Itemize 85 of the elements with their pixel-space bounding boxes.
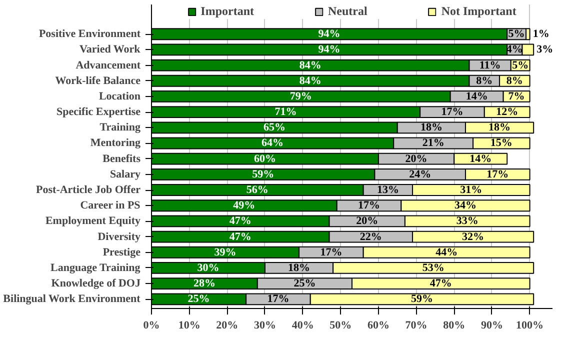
data-label: 8% — [506, 74, 523, 87]
data-label: 5% — [508, 28, 525, 40]
data-label: 18% — [488, 122, 511, 134]
y-tick-label: Mentoring — [90, 137, 141, 150]
data-label: 47% — [229, 215, 252, 228]
y-tick-label: Salary — [110, 168, 141, 180]
y-tick-label: Location — [98, 90, 141, 102]
y-tick-label: Knowledge of DOJ — [51, 278, 141, 290]
data-label: 25% — [188, 293, 210, 306]
data-label: 20% — [405, 152, 428, 165]
data-label: 14% — [466, 90, 488, 102]
data-label: 18% — [288, 262, 310, 274]
data-label: 17% — [441, 106, 464, 118]
y-tick-label: Language Training — [50, 262, 141, 274]
data-label: 15% — [490, 137, 512, 150]
y-tick-label: Positive Environment — [38, 28, 141, 40]
y-tick-label: Training — [100, 122, 141, 134]
y-tick-label: Prestige — [102, 246, 141, 258]
x-tick-label: 50% — [330, 320, 352, 332]
x-tick-label: 70% — [405, 320, 428, 332]
data-label: 3% — [536, 44, 554, 56]
y-tick-label: Career in PS — [80, 200, 140, 212]
data-label: 25% — [294, 278, 316, 290]
data-label: 44% — [436, 246, 458, 258]
data-label: 14% — [470, 152, 492, 165]
data-label: 30% — [197, 262, 220, 274]
data-label: 94% — [318, 28, 340, 40]
y-tick-label: Diversity — [98, 230, 141, 243]
x-tick-label: 60% — [367, 320, 390, 332]
data-label: 13% — [376, 184, 399, 196]
data-label: 18% — [420, 122, 442, 134]
data-label: 22% — [360, 230, 382, 243]
data-label: 21% — [422, 137, 444, 150]
data-label: 60% — [254, 152, 276, 165]
data-label: 34% — [454, 200, 476, 212]
data-label: 7% — [508, 90, 525, 102]
x-tick-label: 10% — [178, 320, 200, 332]
x-tick-label: 30% — [254, 320, 276, 332]
data-label: 49% — [233, 200, 256, 212]
x-tick-label: 20% — [216, 320, 238, 332]
legend-label: Neutral — [328, 4, 368, 19]
data-label: 32% — [462, 230, 484, 243]
data-label: 71% — [274, 106, 297, 118]
data-label: 94% — [318, 44, 340, 56]
data-label: 12% — [496, 106, 518, 118]
x-tick-label: 80% — [443, 320, 466, 332]
data-label: 8% — [476, 74, 493, 87]
y-tick-label: Employment Equity — [45, 215, 141, 228]
data-label: 17% — [320, 246, 342, 258]
data-label: 59% — [410, 293, 433, 306]
legend-label: Important — [200, 4, 254, 19]
data-label: 31% — [460, 184, 482, 196]
x-tick-label: 100% — [516, 320, 544, 332]
data-label: 59% — [252, 168, 274, 180]
data-label: 47% — [430, 278, 452, 290]
y-tick-label: Advancement — [76, 59, 141, 72]
data-label: 11% — [479, 59, 501, 72]
data-label: 33% — [456, 215, 478, 228]
data-label: 28% — [193, 278, 216, 290]
data-label: 53% — [422, 262, 444, 274]
x-tick-label: 0% — [143, 320, 160, 332]
data-label: 17% — [358, 200, 380, 212]
data-label: 64% — [262, 137, 284, 150]
y-tick-label: Work-life Balance — [55, 74, 141, 87]
data-label: 1% — [532, 28, 550, 40]
data-label: 5% — [512, 59, 529, 72]
y-tick-label: Benefits — [102, 152, 142, 165]
y-tick-label: Bilingual Work Environment — [3, 293, 141, 306]
y-tick-label: Post-Article Job Offer — [36, 184, 141, 196]
y-tick-label: Specific Expertise — [56, 106, 141, 118]
data-label: 47% — [229, 230, 252, 243]
data-label: 65% — [263, 122, 286, 134]
data-label: 20% — [356, 215, 378, 228]
data-label: 17% — [486, 168, 509, 180]
data-label: 84% — [299, 74, 322, 87]
data-label: 39% — [214, 246, 236, 258]
data-label: 24% — [409, 168, 432, 180]
y-tick-label: Varied Work — [79, 44, 142, 56]
data-label: 79% — [290, 90, 312, 102]
data-label: 56% — [246, 184, 268, 196]
x-tick-label: 40% — [292, 320, 314, 332]
x-tick-label: 90% — [480, 320, 503, 332]
data-label: 17% — [267, 293, 290, 306]
legend-label: Not Important — [441, 4, 516, 19]
data-label: 84% — [299, 59, 322, 72]
